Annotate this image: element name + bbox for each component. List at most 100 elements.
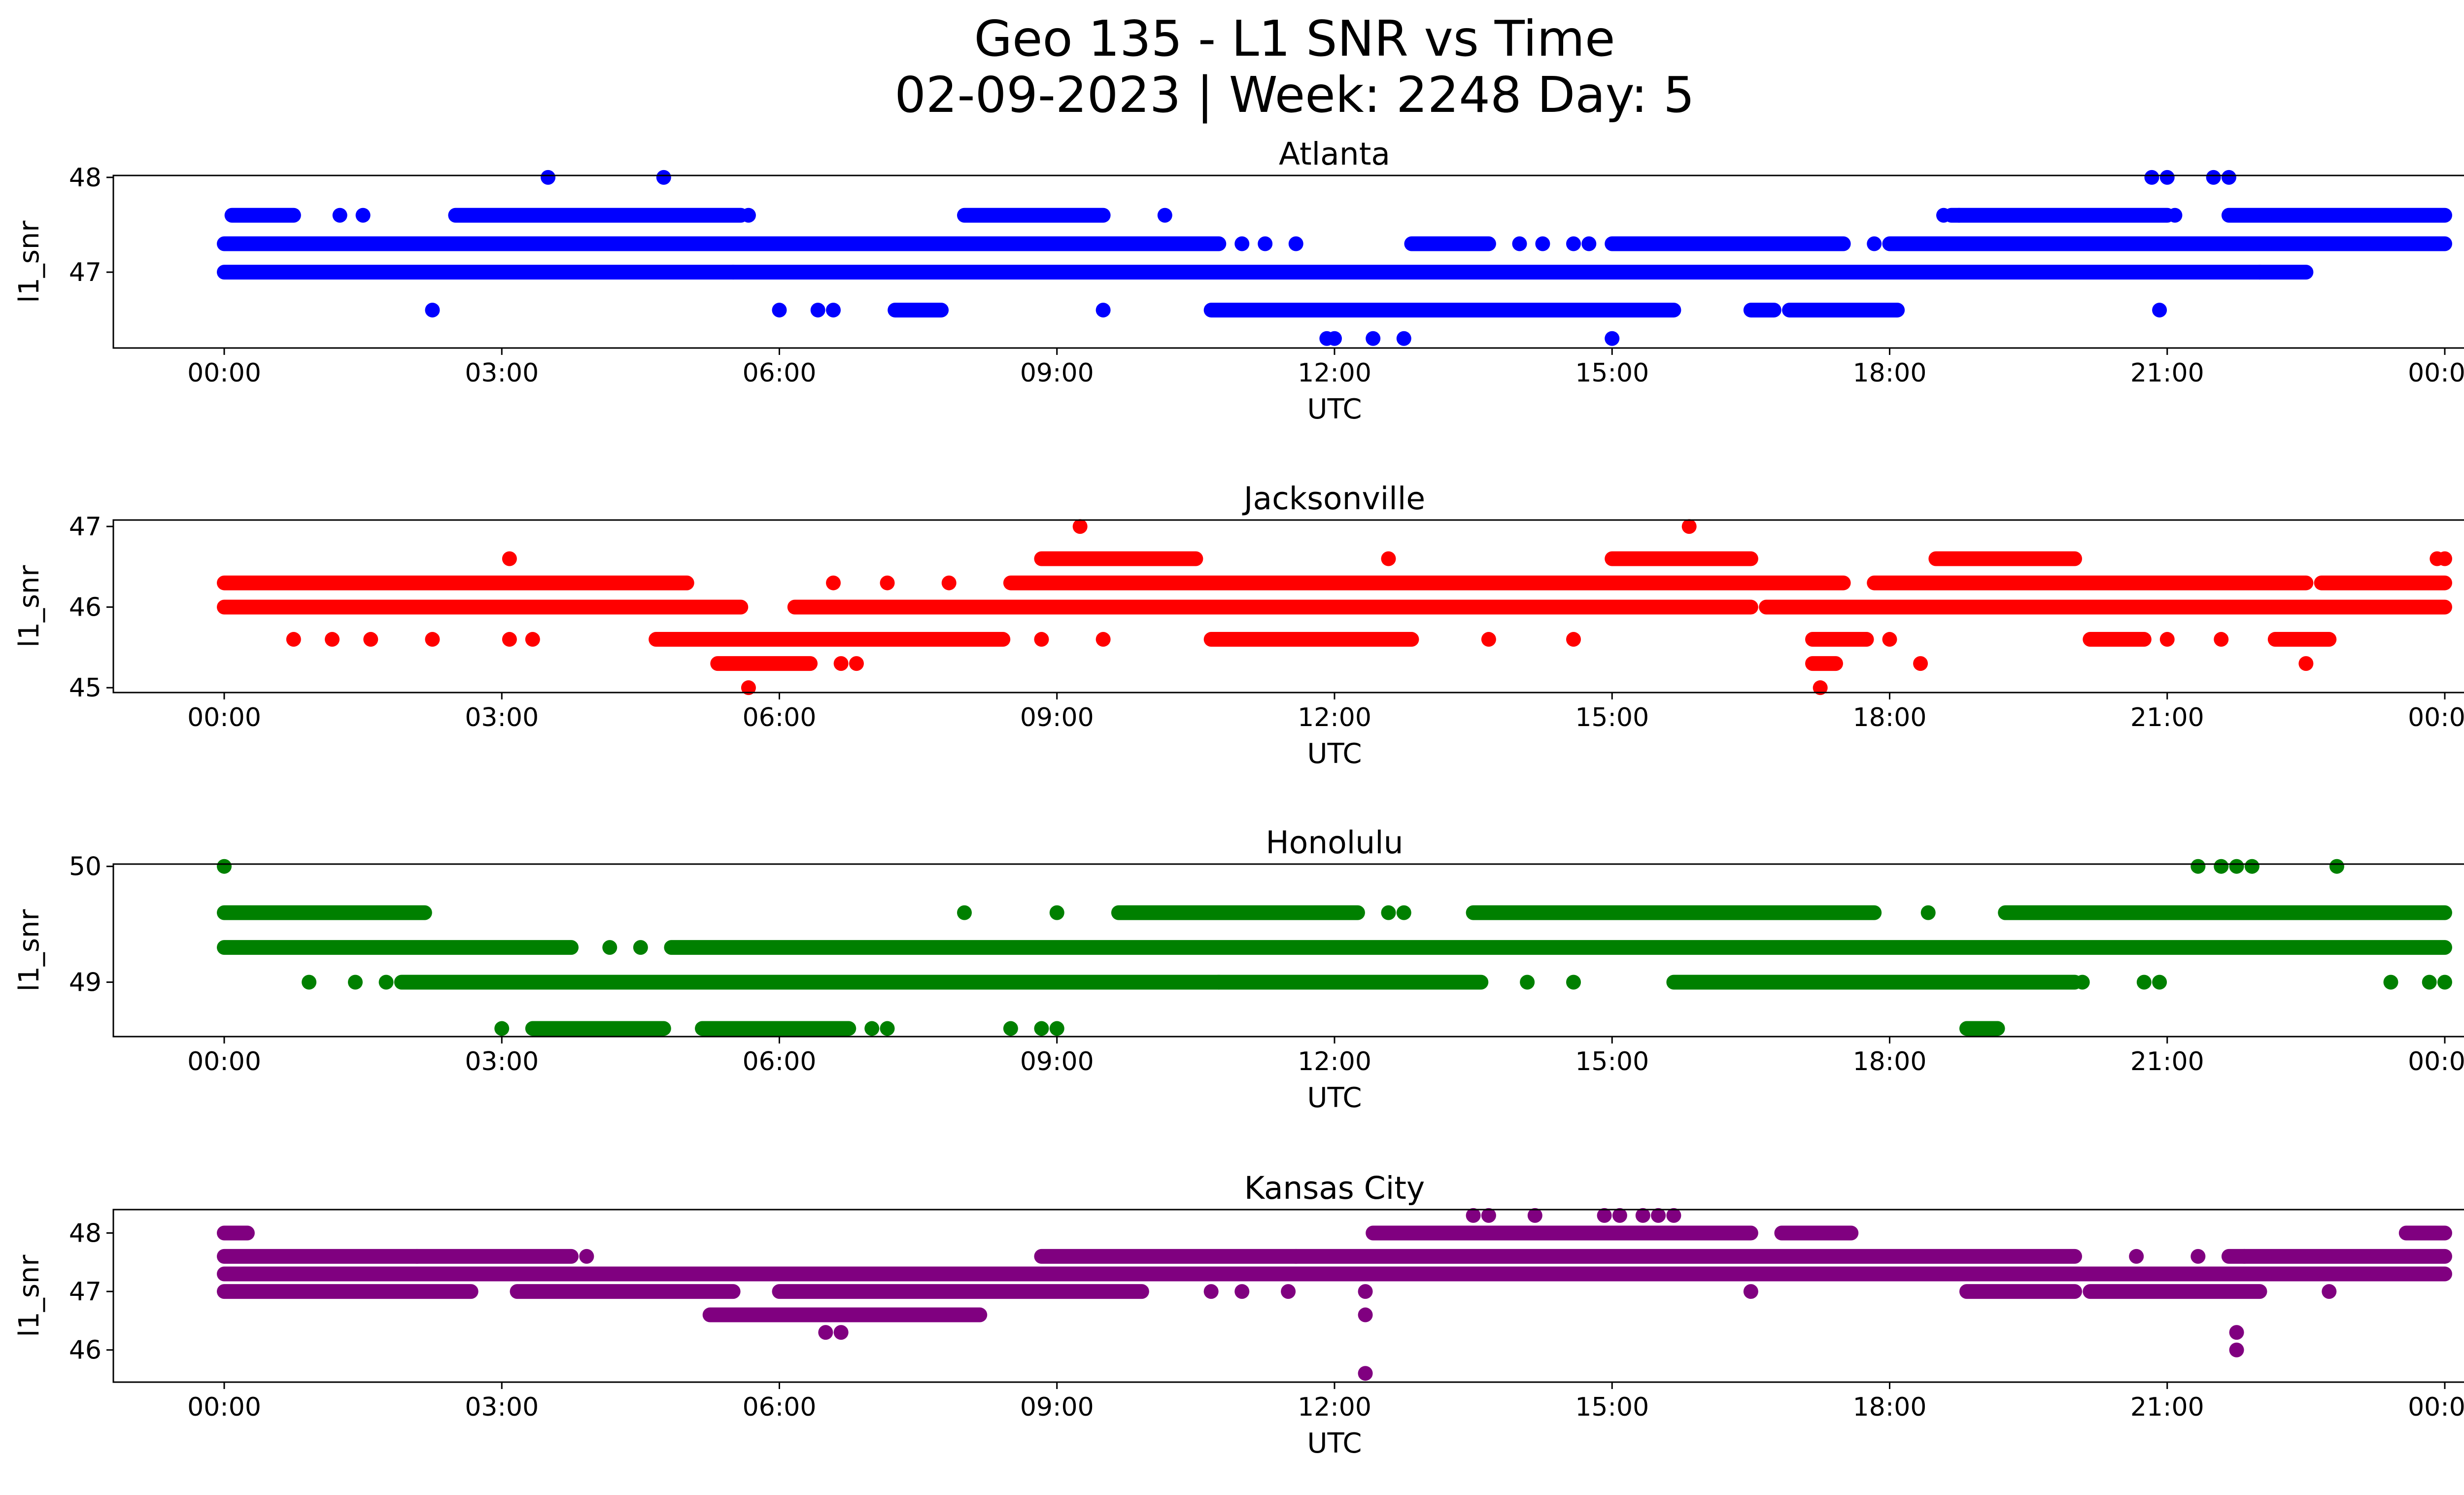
data-point (1381, 551, 1396, 566)
x-tick-label: 03:00 (465, 703, 539, 732)
x-axis-label: UTC (1307, 393, 1362, 425)
data-point (1381, 905, 1396, 920)
data-point (1612, 1208, 1627, 1223)
data-point (1095, 303, 1111, 318)
y-axis-label: l1_snr (13, 1254, 45, 1337)
data-point (1597, 1208, 1612, 1223)
data-point (656, 170, 671, 185)
data-point (2144, 170, 2159, 185)
data-point (2152, 303, 2167, 318)
data-point (1527, 1208, 1542, 1223)
data-point (2322, 1284, 2337, 1299)
data-point (1034, 632, 1049, 647)
x-tick-label: 00:00 (187, 1392, 261, 1422)
data-point (741, 680, 756, 695)
data-point (1951, 208, 1967, 223)
data-point (1481, 632, 1496, 647)
y-tick-label: 47 (69, 258, 102, 287)
x-tick-label: 09:00 (1020, 1047, 1094, 1077)
data-point (355, 208, 371, 223)
figure-title-line-2: 02-09-2023 | Week: 2248 Day: 5 (894, 66, 1694, 124)
data-point (602, 940, 617, 955)
x-tick-label: 00:00 (2408, 1047, 2464, 1077)
data-point (425, 632, 440, 647)
data-point (864, 1021, 880, 1036)
x-tick-label: 00:00 (187, 1047, 261, 1077)
data-point (1867, 236, 1882, 251)
data-point (2136, 974, 2152, 990)
x-tick-label: 15:00 (1575, 703, 1649, 732)
data-point (1666, 1208, 1681, 1223)
data-point (502, 632, 517, 647)
data-point (2237, 1249, 2252, 1264)
data-point (826, 303, 841, 318)
x-tick-label: 09:00 (1020, 358, 1094, 388)
data-point (2422, 974, 2437, 990)
scatter-points (217, 519, 2452, 695)
data-point (1581, 236, 1597, 251)
data-point (1034, 1021, 1049, 1036)
data-point (1358, 1284, 1373, 1299)
x-tick-label: 12:00 (1298, 703, 1371, 732)
data-point (833, 656, 849, 671)
data-point (1049, 905, 1064, 920)
data-point (1358, 1307, 1373, 1322)
y-tick-label: 48 (69, 163, 102, 193)
data-point (2298, 656, 2314, 671)
data-point (1813, 680, 1828, 695)
x-tick-label: 21:00 (2130, 703, 2204, 732)
data-point (378, 974, 394, 990)
figure-title-line-1: Geo 135 - L1 SNR vs Time (974, 10, 1615, 68)
data-point (2206, 170, 2221, 185)
data-point (502, 551, 517, 566)
data-point (1288, 1249, 1303, 1264)
data-point (2437, 551, 2452, 566)
x-tick-label: 18:00 (1853, 1392, 1927, 1422)
scatter-points (217, 859, 2452, 1036)
data-point (818, 1325, 833, 1340)
data-point (410, 1249, 425, 1264)
x-tick-label: 12:00 (1298, 358, 1371, 388)
data-point (1566, 974, 1581, 990)
data-point (1157, 208, 1172, 223)
data-point (1049, 1021, 1064, 1036)
y-tick-label: 47 (69, 512, 102, 542)
subplot-atlanta: Atlanta 00:00 03:00 06:00 09:00 12:00 15:00 18:… (13, 136, 2464, 425)
data-point (1566, 632, 1581, 647)
data-point (579, 1249, 594, 1264)
x-tick-label: 06:00 (743, 358, 817, 388)
x-tick-label: 18:00 (1853, 1047, 1927, 1077)
data-point (1396, 905, 1411, 920)
x-axis-label: UTC (1307, 738, 1362, 770)
data-point (541, 170, 556, 185)
data-point (1535, 236, 1550, 251)
data-point (1234, 236, 1250, 251)
data-point (1003, 1021, 1018, 1036)
data-point (1358, 1366, 1373, 1381)
data-point (1913, 656, 1928, 671)
data-point (1635, 1208, 1650, 1223)
x-tick-label: 06:00 (743, 1392, 817, 1422)
y-tick-label: 46 (69, 593, 102, 623)
data-point (525, 632, 540, 647)
data-point (880, 575, 895, 591)
data-point (2152, 974, 2167, 990)
data-point (325, 632, 340, 647)
data-point (810, 303, 825, 318)
data-point (2129, 1249, 2144, 1264)
y-tick-label: 48 (69, 1218, 102, 1248)
data-point (1327, 331, 1342, 346)
data-point (1920, 905, 1936, 920)
x-tick-label: 00:00 (2408, 703, 2464, 732)
x-axis-label: UTC (1307, 1082, 1362, 1114)
x-tick-label: 03:00 (465, 1047, 539, 1077)
x-tick-label: 15:00 (1575, 1047, 1649, 1077)
subplot-title: Kansas City (1244, 1170, 1425, 1206)
x-axis-label: UTC (1307, 1427, 1362, 1460)
x-tick-label: 12:00 (1298, 1392, 1371, 1422)
data-point (1566, 236, 1581, 251)
data-point (217, 859, 232, 874)
data-point (849, 656, 864, 671)
data-point (2229, 1342, 2244, 1357)
data-point (2214, 859, 2229, 874)
